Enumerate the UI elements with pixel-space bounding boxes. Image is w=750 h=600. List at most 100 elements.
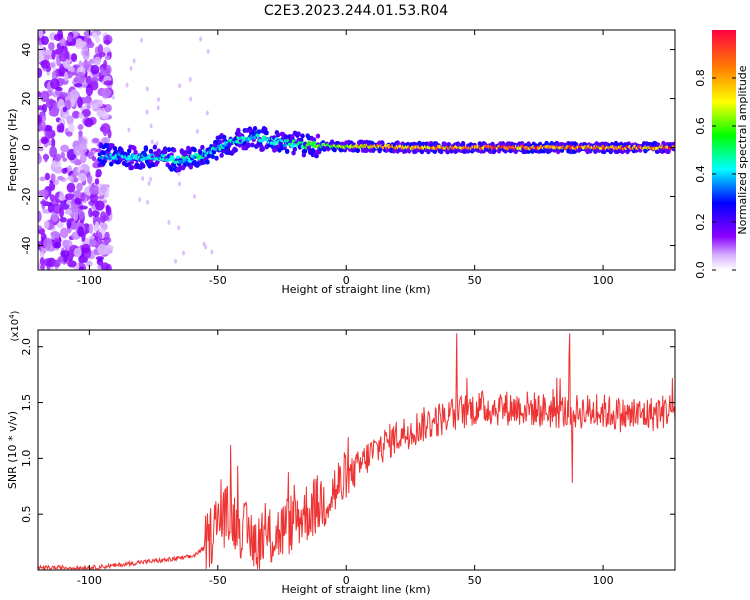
spectrogram-cell [178, 181, 182, 187]
spectrogram-cell [97, 257, 103, 263]
spectrogram-cell [38, 67, 43, 78]
spectrogram-y-tick-label: 0 [20, 144, 33, 151]
spectrogram-cell [188, 76, 192, 82]
spectrogram-cell [129, 65, 133, 71]
snr-y-multiplier: (x104) [8, 310, 21, 341]
spectrogram-cell [206, 49, 210, 55]
spectrogram-cell [100, 69, 107, 76]
spectrogram-cell [87, 174, 93, 184]
spectrogram-cell [145, 86, 149, 92]
spectrogram-cell [100, 211, 107, 223]
spectrogram-cell [296, 131, 301, 137]
spectrogram-cell [51, 71, 57, 77]
spectrogram-cell [141, 176, 145, 182]
spectrogram-cell [66, 182, 76, 193]
spectrogram-cell [38, 153, 42, 165]
spectrogram-cell [59, 191, 64, 201]
spectrogram-cell [42, 138, 50, 143]
spectrogram-cell [59, 63, 64, 73]
spectrogram-cell [66, 209, 73, 215]
spectrogram-cell [40, 90, 50, 102]
spectrogram-marks [38, 30, 675, 270]
figure-title: C2E3.2023.244.01.53.R04 [264, 3, 448, 19]
spectrogram-cell [186, 145, 191, 151]
spectrogram-cell [236, 127, 241, 133]
spectrogram-cell [44, 172, 51, 181]
spectrogram-y-axis-label: Frequency (Hz) [6, 109, 19, 192]
spectrogram-cell [78, 266, 85, 270]
spectrogram-cell [51, 49, 56, 60]
spectrogram-cell [183, 149, 188, 155]
spectrogram-cell [132, 145, 137, 151]
spectrogram-cell [237, 142, 242, 148]
spectrogram-cell [53, 179, 60, 186]
spectrogram-cell [104, 55, 111, 61]
spectrogram-cell [256, 129, 262, 135]
colorbar: 0.0 0.2 0.4 0.6 0.8 Normalized spectral ampl… [694, 30, 749, 279]
spectrogram-cell [40, 35, 49, 46]
snr-series-line [38, 333, 675, 570]
colorbar-label: Normalized spectral amplitude [736, 65, 749, 234]
snr-x-axis-label: Height of straight line (km) [281, 583, 430, 596]
spectrogram-cell [38, 30, 44, 39]
spectrogram-cell [100, 137, 111, 144]
spectrogram-cell [40, 59, 50, 69]
spectrogram-cell [112, 146, 118, 152]
spectrogram-cell [179, 160, 184, 164]
spectrogram-cell [666, 148, 671, 154]
spectrogram-cell [60, 250, 70, 258]
spectrogram-cell [43, 237, 53, 250]
spectrogram-cell [86, 41, 95, 49]
spectrogram-cell [51, 159, 62, 168]
colorbar-tick-label: 0.2 [694, 213, 707, 231]
spectrogram-cell [44, 128, 53, 140]
spectrogram-cell [149, 176, 153, 182]
spectrogram-cell [54, 48, 63, 55]
spectrogram-cell [284, 148, 290, 154]
spectrogram-cell [67, 175, 74, 181]
spectrogram-cell [292, 146, 298, 152]
spectrogram-cell [80, 192, 86, 202]
spectrogram-cell [199, 36, 203, 42]
spectrogram-cell [97, 195, 105, 200]
spectrogram-cell [66, 131, 73, 137]
spectrogram-cell [102, 126, 108, 137]
spectrogram-cell [43, 258, 53, 267]
spectrogram-cell [53, 241, 62, 249]
spectrogram-cell [90, 77, 100, 82]
spectrogram-cell [178, 83, 182, 89]
spectrogram-cell [95, 173, 101, 178]
spectrogram-y-ticks: -40 -20 0 20 40 [20, 43, 675, 254]
spectrogram-cell [107, 156, 112, 161]
spectrogram-x-ticks: -100 -50 0 50 100 [77, 30, 614, 287]
spectrogram-cell [88, 238, 97, 247]
spectrogram-cell [192, 193, 196, 199]
spectrogram-cell [145, 109, 149, 115]
spectrogram-cell [42, 49, 53, 56]
spectrogram-cell [129, 165, 134, 171]
spectrogram-cell [38, 210, 42, 223]
spectrogram-cell [272, 141, 277, 146]
spectrogram-cell [85, 260, 93, 267]
snr-x-tick-label: 100 [593, 574, 614, 587]
spectrogram-cell [73, 83, 83, 88]
spectrogram-y-tick-label: 20 [20, 92, 33, 106]
spectrogram-cell [103, 39, 111, 45]
spectrogram-cell [45, 98, 56, 109]
spectrogram-cell [59, 91, 68, 98]
spectrogram-cell [82, 48, 90, 61]
spectrogram-cell [102, 46, 111, 53]
spectrogram-cell [189, 96, 193, 102]
colorbar-ticks: 0.0 0.2 0.4 0.6 0.8 [694, 69, 736, 279]
colorbar-tick-label: 0.6 [694, 117, 707, 135]
spectrogram-cell [70, 66, 75, 73]
spectrogram-cell [78, 112, 84, 119]
spectrogram-cell [81, 243, 91, 253]
spectrogram-cell [91, 210, 100, 217]
spectrogram-cell [56, 222, 64, 229]
spectrogram-cell [100, 262, 110, 270]
spectrogram-cell [90, 64, 100, 75]
spectrogram-cell [88, 207, 93, 218]
spectrogram-cell [39, 250, 45, 258]
spectrogram-cell [140, 37, 144, 43]
